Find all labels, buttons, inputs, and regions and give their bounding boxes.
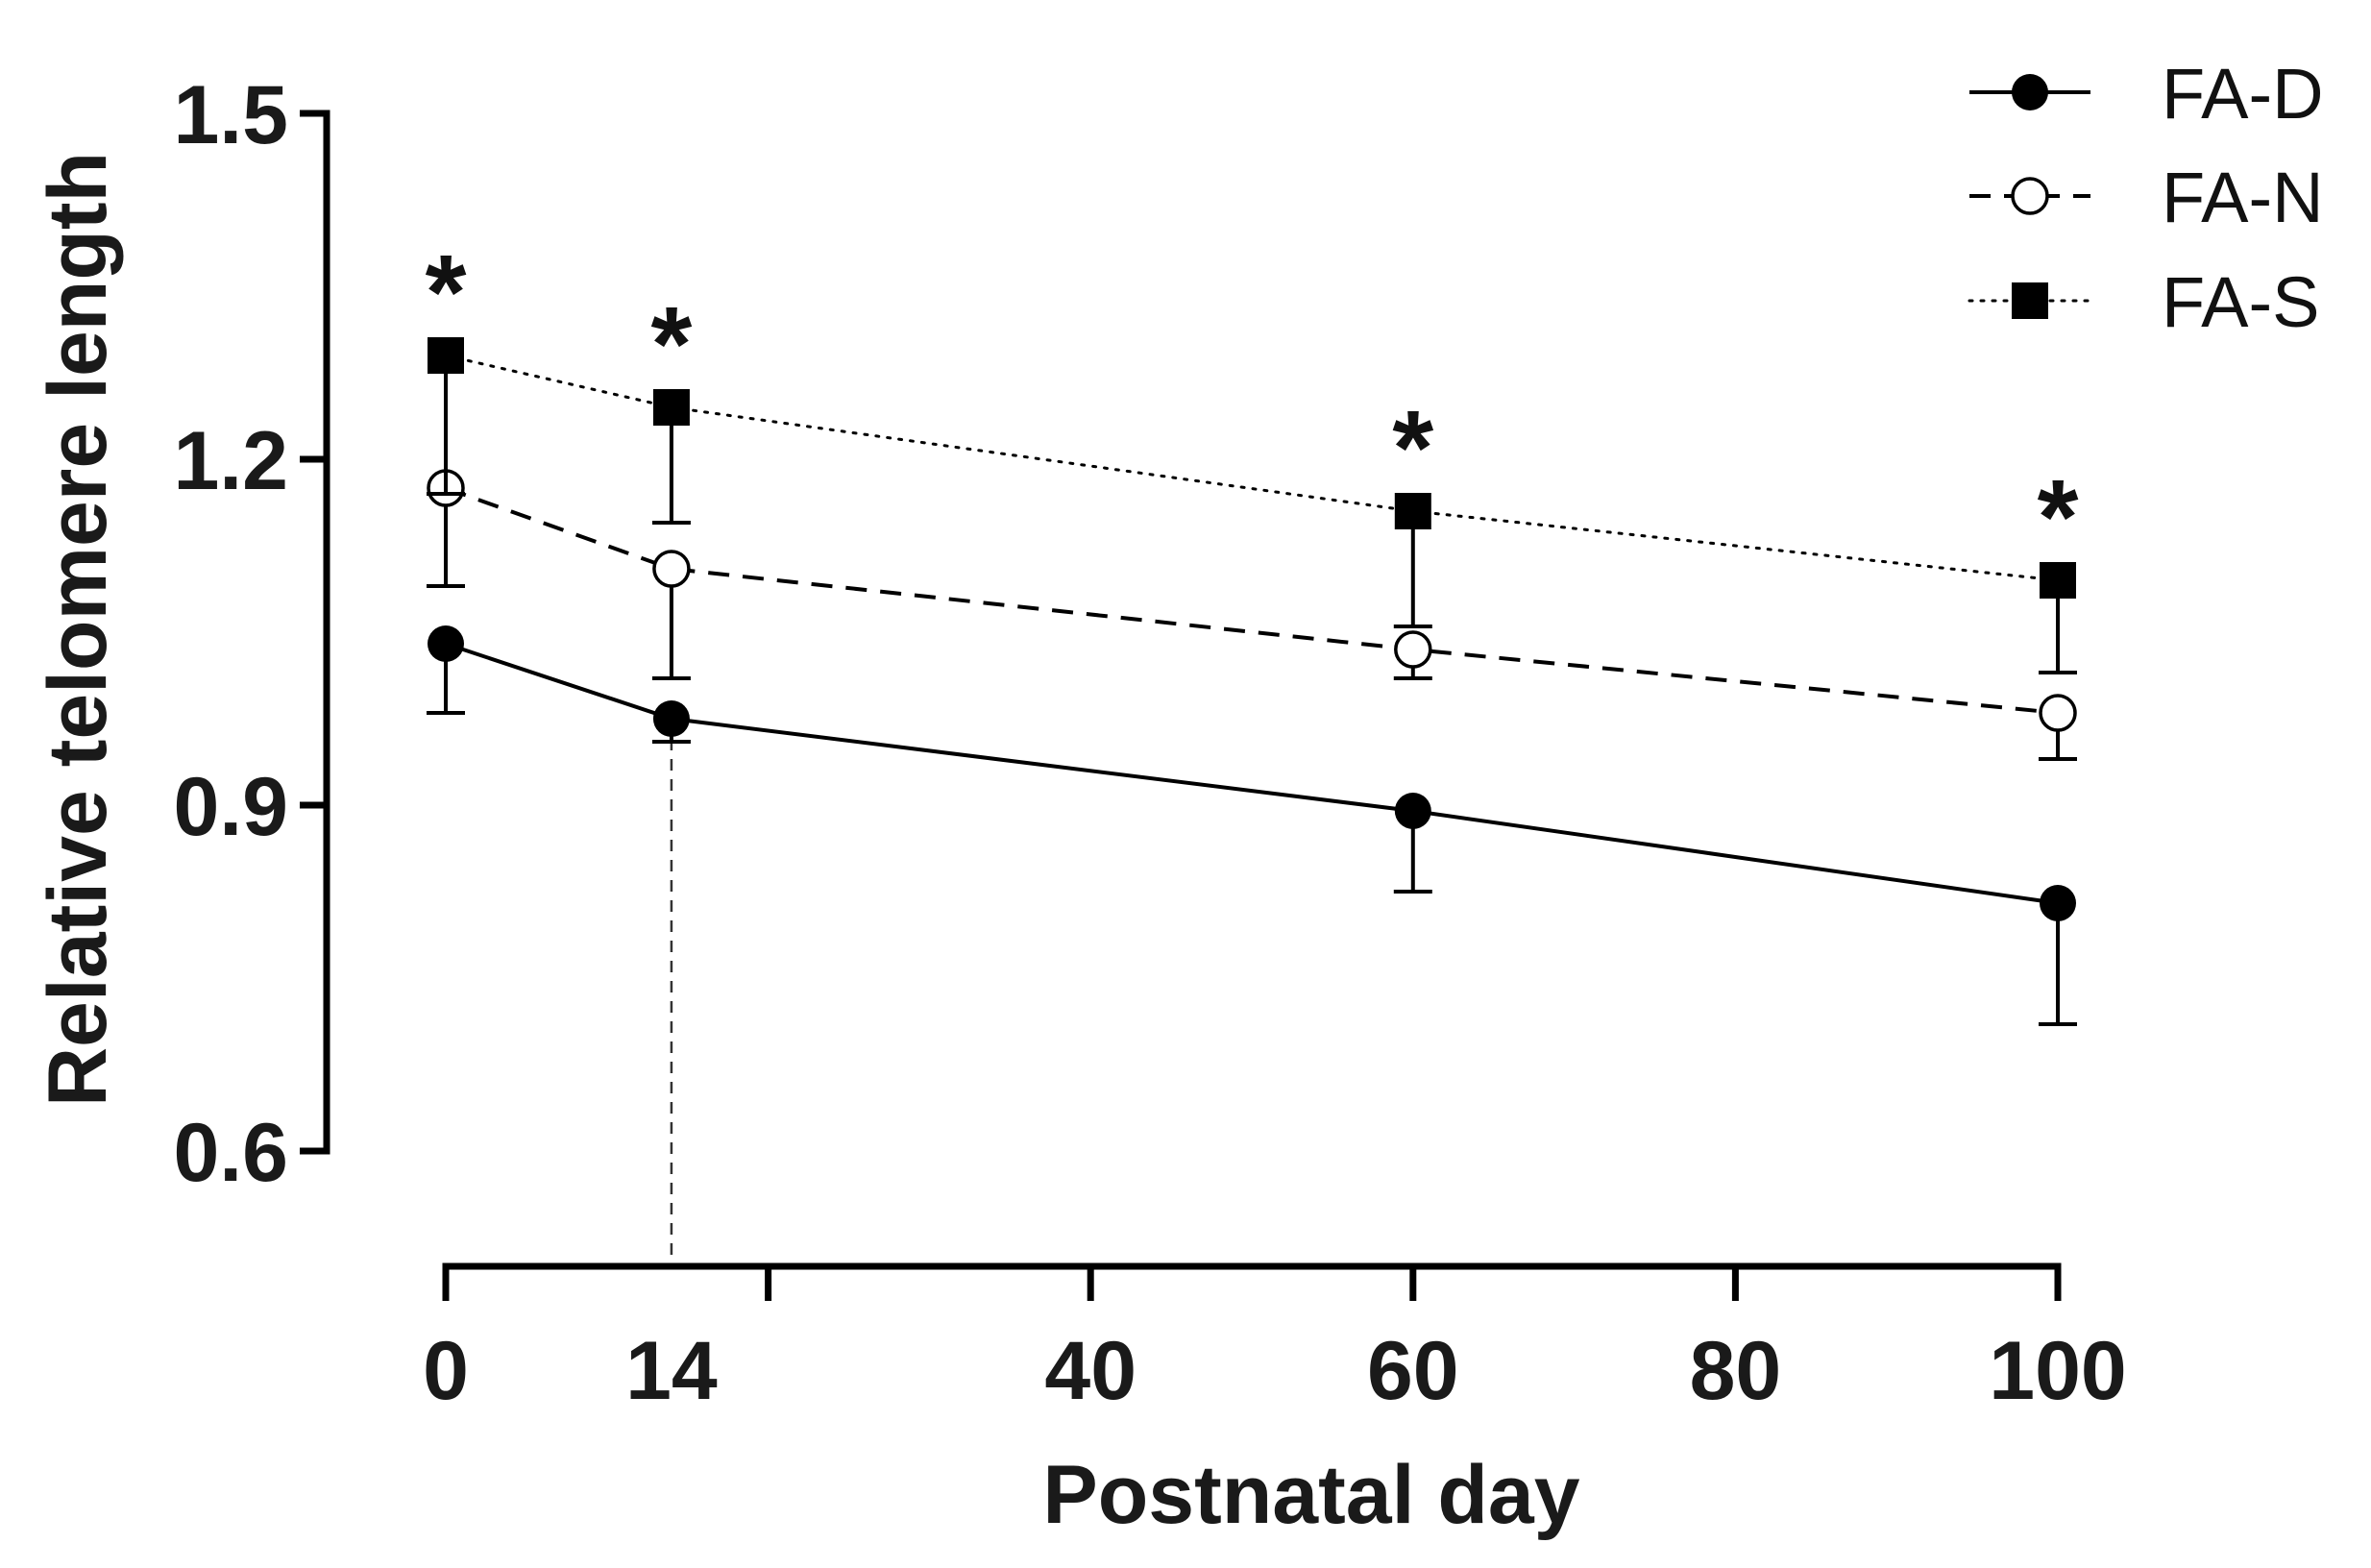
- legend-marker: [2011, 177, 2049, 215]
- data-point: [1394, 493, 1431, 529]
- data-point: [2039, 694, 2077, 732]
- data-point: [1394, 793, 1431, 829]
- legend-item-fa-n: FA-N: [1969, 158, 2324, 237]
- legend: FA-D FA-N FA-S: [1968, 54, 2324, 342]
- significance-star: *: [1392, 389, 1433, 507]
- x-axis-title: Postnatal day: [1042, 1449, 1579, 1541]
- significance-star: *: [651, 285, 693, 404]
- significance-star: *: [426, 233, 467, 352]
- series-fa-s: [427, 337, 2077, 674]
- series-fa-d: [427, 625, 2077, 1026]
- ticks: 0.6 0.9 1.2 1.5 0 14 40 60 80 100: [173, 69, 2126, 1417]
- series-fa-n: [427, 469, 2077, 761]
- data-point: [652, 550, 691, 588]
- x-tick-label: 0: [423, 1325, 469, 1417]
- axes: [323, 110, 2062, 1270]
- y-axis-title: Relative telomere length: [32, 152, 124, 1107]
- x-tick-label: 80: [1690, 1325, 1782, 1417]
- series-line: [445, 486, 2059, 715]
- legend-marker: [2012, 282, 2048, 319]
- data-point: [428, 625, 464, 662]
- data-point: [1394, 630, 1432, 669]
- legend-item-fa-d: FA-D: [1969, 54, 2324, 134]
- x-tick-label: 60: [1367, 1325, 1459, 1417]
- significance-layer: * * * *: [426, 233, 2079, 576]
- x-tick-label: 14: [625, 1325, 718, 1417]
- x-tick-label: 100: [1989, 1325, 2127, 1417]
- data-point: [2040, 562, 2076, 599]
- legend-item-fa-s: FA-S: [1968, 262, 2319, 342]
- y-tick-label: 1.5: [173, 69, 288, 161]
- significance-star: *: [2038, 458, 2079, 576]
- series-line: [444, 354, 2060, 582]
- data-point: [652, 389, 690, 426]
- series-line: [445, 642, 2059, 905]
- data-point: [428, 337, 464, 374]
- legend-label: FA-D: [2162, 54, 2324, 134]
- y-tick-label: 0.9: [173, 761, 288, 853]
- legend-label: FA-N: [2162, 158, 2324, 237]
- data-point: [652, 700, 690, 737]
- data-point: [2040, 885, 2076, 921]
- series-layer: [427, 337, 2077, 1026]
- y-tick-label: 0.6: [173, 1107, 288, 1199]
- legend-label: FA-S: [2162, 262, 2319, 342]
- y-tick-label: 1.2: [173, 415, 288, 507]
- x-tick-label: 40: [1044, 1325, 1137, 1417]
- legend-marker: [2012, 74, 2048, 110]
